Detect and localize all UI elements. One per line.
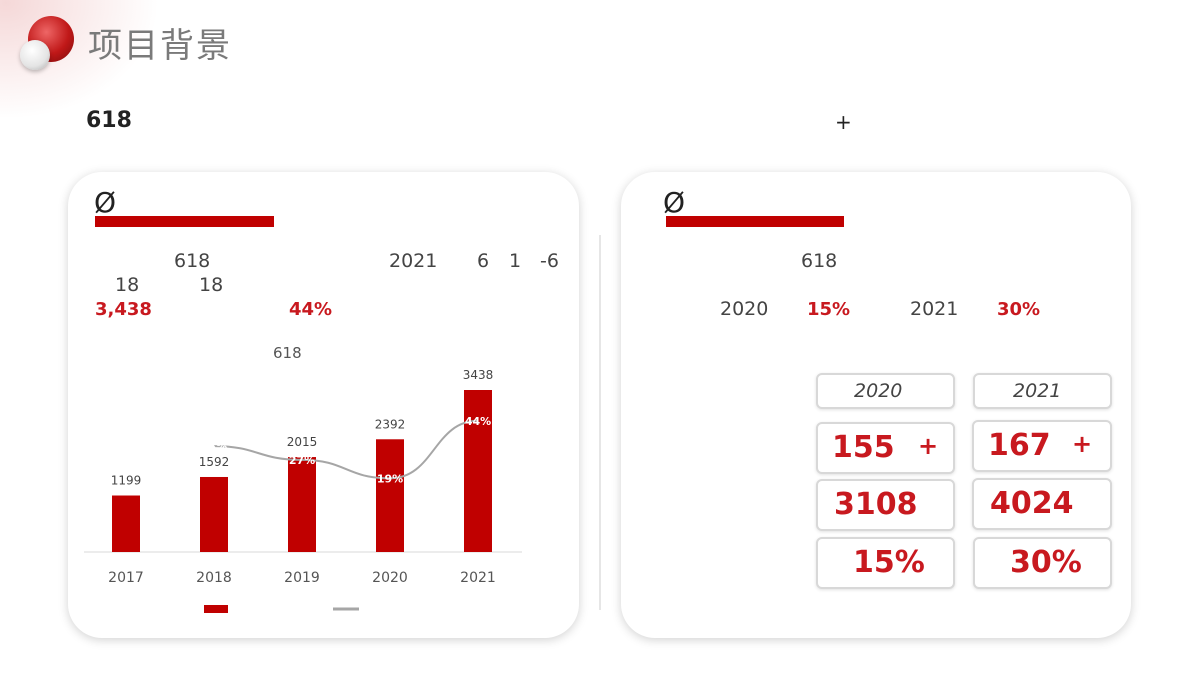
left-line1-b: 2021	[389, 250, 438, 272]
growth-rate-line	[213, 419, 479, 480]
bar-value-label-2019: 2015	[287, 435, 318, 449]
right-card-glyph: Ø	[663, 186, 686, 219]
bar-2017	[112, 495, 140, 552]
right-card-accent-bar	[666, 216, 844, 227]
x-tick-2019: 2019	[284, 570, 320, 586]
table-cell-2020-row3: 15%	[816, 537, 955, 589]
left-line1-a: 618	[174, 250, 211, 272]
table-header-2021: 2021	[973, 373, 1112, 409]
left-line2-b: 18	[199, 274, 224, 296]
line-label-2020: 19%	[377, 472, 403, 485]
bar-value-label-2020: 2392	[375, 417, 406, 431]
bar-2020	[376, 439, 404, 552]
x-tick-2017: 2017	[108, 570, 144, 586]
right-pct-b: 30%	[997, 299, 1041, 320]
table-cell-2021-row3: 30%	[973, 537, 1112, 589]
line-label-2018: 33%	[201, 440, 227, 453]
left-card: Ø 618 2021 6 1 -6 18 18 3,438 44% 618 11…	[68, 172, 579, 638]
left-line1-d: 1	[509, 250, 522, 272]
table-cell-2021-row2: 4024	[972, 478, 1112, 530]
left-card-glyph: Ø	[94, 186, 117, 219]
left-highlight-value: 3,438	[95, 299, 152, 320]
page-title: 项目背景	[88, 26, 232, 66]
line-label-2021: 44%	[465, 415, 491, 428]
white-ball-logo	[20, 40, 50, 70]
right-year-b: 2021	[910, 298, 959, 320]
table-cell-2021-row1: 167 +	[972, 420, 1112, 472]
chart-note: 618	[273, 344, 302, 362]
x-tick-2018: 2018	[196, 570, 232, 586]
bar-2021	[464, 390, 492, 552]
left-card-accent-bar	[95, 216, 274, 227]
x-tick-2020: 2020	[372, 570, 408, 586]
x-tick-2021: 2021	[460, 570, 496, 586]
bar-value-label-2018: 1592	[199, 455, 230, 469]
right-year-a: 2020	[720, 298, 769, 320]
right-pct-a: 15%	[807, 299, 851, 320]
right-card: Ø 618 2020 15% 2021 30% 2020 155 + 3108 …	[621, 172, 1131, 638]
vertical-divider	[599, 235, 601, 610]
left-line1-c: 6	[477, 250, 490, 272]
bar-value-label-2021: 3438	[463, 368, 494, 382]
intro-text-right: +	[835, 110, 852, 134]
legend-bar-swatch	[204, 605, 228, 613]
bar-value-label-2017: 1199	[111, 474, 142, 488]
table-cell-2020-row2: 3108	[816, 479, 955, 531]
table-cell-2020-row1: 155 +	[816, 422, 955, 474]
line-label-2019: 27%	[289, 454, 315, 467]
left-line1-e: -6	[540, 250, 559, 272]
left-line2-a: 18	[115, 274, 140, 296]
bar-2019	[288, 457, 316, 552]
bar-2018	[200, 476, 228, 552]
table-header-2020: 2020	[816, 373, 955, 409]
left-highlight-percent: 44%	[289, 299, 333, 320]
intro-text-left: 618	[86, 108, 132, 133]
bar-line-chart: 1199 2017 1592 2018 2015 2019 2392 2020 3438 2021…	[84, 368, 522, 613]
right-line1: 618	[801, 250, 838, 272]
